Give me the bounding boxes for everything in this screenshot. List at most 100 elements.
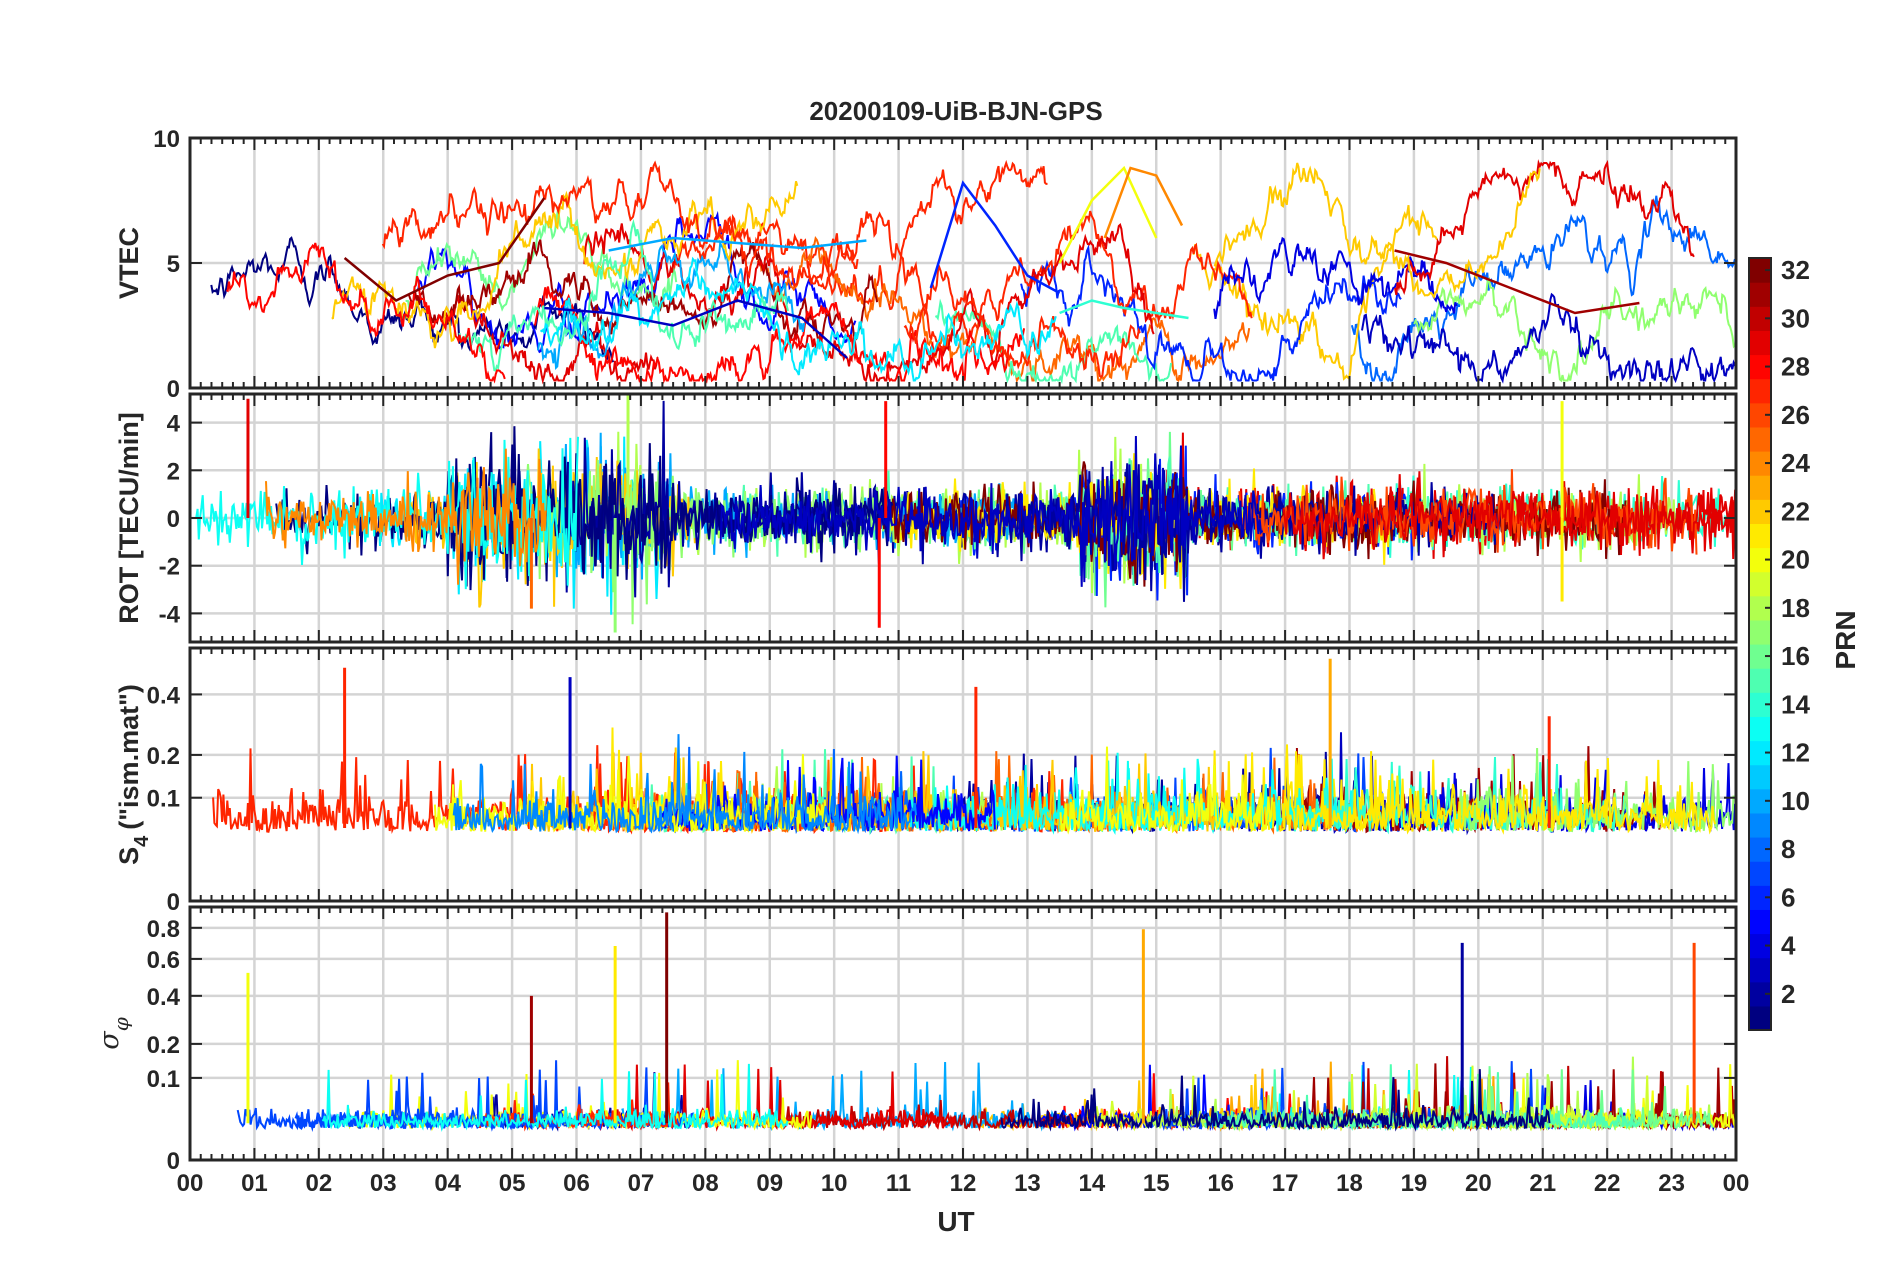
trace-line	[1394, 159, 1695, 296]
x-tick-label: 10	[821, 1170, 848, 1197]
series-line-prn-10	[608, 236, 867, 252]
axes-frame	[188, 392, 1738, 644]
colorbar-swatch	[1749, 523, 1771, 549]
series-line-prn-6	[929, 180, 1061, 295]
colorbar-frame	[1748, 257, 1772, 1031]
colorbar-swatch	[1749, 837, 1771, 862]
y-tick-label: 0.2	[147, 1032, 180, 1059]
y-tick-label: 5	[167, 251, 180, 278]
colorbar-swatch	[1749, 692, 1771, 717]
colorbar-tick-label: 28	[1781, 352, 1810, 382]
x-tick-label: 19	[1401, 1170, 1428, 1197]
x-tick-label: 00	[177, 1170, 204, 1197]
trace-line	[265, 448, 547, 585]
colorbar-swatch	[1749, 354, 1771, 380]
colorbar-tick-label: 30	[1781, 303, 1810, 333]
series-line-prn-3	[544, 299, 848, 359]
colorbar-swatch	[1749, 330, 1771, 356]
trace-line	[236, 1069, 571, 1132]
trace-line	[1059, 746, 1274, 835]
trace-line	[583, 222, 1155, 383]
x-tick-label: 14	[1078, 1170, 1105, 1197]
x-tick-label: 17	[1272, 1170, 1299, 1197]
colorbar-swatch	[1749, 1005, 1771, 1031]
trace-line	[381, 160, 859, 289]
y-tick-label: 0	[167, 506, 180, 533]
trace-line	[1361, 292, 1736, 384]
colorbar-tick-label: 18	[1781, 593, 1810, 623]
axes-frame	[188, 905, 1738, 1162]
trace-line	[1281, 757, 1717, 835]
trace-group	[210, 159, 1736, 385]
y-tick-label: -4	[159, 601, 181, 628]
trace-line	[225, 242, 506, 384]
y-tick-label: 0.1	[147, 1066, 180, 1093]
trace-line	[1213, 236, 1458, 320]
trace-line	[331, 181, 799, 349]
y-axis-label: ROT [TECU/min]	[114, 412, 144, 623]
colorbar-swatch	[1749, 885, 1771, 910]
x-axis-label: UT	[937, 1206, 974, 1237]
colorbar-swatch	[1749, 426, 1771, 452]
colorbar-swatch	[1749, 644, 1771, 669]
axes-frame	[188, 136, 1738, 390]
trace-line	[539, 256, 1057, 382]
colorbar-swatch	[1749, 788, 1771, 814]
trace-line	[1282, 474, 1736, 560]
y-tick-label: 0.8	[147, 916, 180, 943]
colorbar-swatch	[1749, 378, 1771, 404]
x-tick-label: 23	[1658, 1170, 1685, 1197]
x-tick-label: 06	[563, 1170, 590, 1197]
trace-line	[452, 734, 918, 835]
colorbar-tick-label: 32	[1781, 255, 1810, 285]
y-tick-label: 4	[167, 411, 181, 438]
colorbar-swatch	[1749, 812, 1771, 838]
trace-line	[1213, 162, 1541, 300]
colorbar-swatch	[1749, 668, 1771, 693]
colorbar-tick-label: 6	[1781, 882, 1795, 912]
trace-line	[807, 210, 1253, 353]
x-tick-label: 00	[1723, 1170, 1750, 1197]
trace-group	[212, 658, 1736, 836]
s4-panel: 0 0.1 0.2 0.4S4("ism.mat")	[114, 646, 1738, 916]
y-tick-label: 0	[167, 376, 180, 403]
colorbar-swatch	[1749, 499, 1771, 524]
trace-line	[719, 435, 1264, 587]
colorbar-tick-label: 10	[1781, 786, 1810, 816]
axes-frame	[188, 646, 1738, 903]
x-tick-label: 11	[886, 1170, 911, 1197]
series-line-prn-14	[1059, 299, 1189, 320]
colorbar-swatch	[1749, 547, 1771, 573]
y-axis-label: VTEC	[114, 227, 144, 299]
trace-line	[458, 218, 789, 372]
colorbar-swatch	[1749, 258, 1771, 283]
colorbar-tick-label: 14	[1781, 689, 1810, 719]
rot-panel: -4 -2 0 2 4 ROT [TECU/min]	[114, 392, 1738, 644]
trace-line	[1000, 1069, 1551, 1132]
colorbar-tick-label: 22	[1781, 496, 1810, 526]
colorbar-swatch	[1749, 306, 1771, 331]
x-tick-labels: 00 01 02 03 04 05 06 07 08 09 10 11 12 13 14 15 16 17 18 19…	[177, 1170, 1750, 1197]
x-tick-label: 16	[1207, 1170, 1234, 1197]
series-line-prn-32	[343, 197, 546, 302]
y-axis-label: S4("ism.mat")	[114, 684, 153, 865]
x-tick-label: 21	[1529, 1170, 1556, 1197]
x-tick-label: 07	[628, 1170, 655, 1197]
y-tick-label: 0.1	[147, 786, 180, 813]
trace-line	[903, 264, 1141, 379]
colorbar-tick-label: 16	[1781, 641, 1810, 671]
trace-line	[934, 298, 1173, 385]
colorbar-swatch	[1749, 619, 1771, 645]
colorbar-swatch	[1749, 909, 1771, 935]
trace-line	[440, 294, 659, 385]
x-tick-label: 02	[305, 1170, 332, 1197]
y-tick-label: 10	[153, 126, 180, 153]
y-tick-label: 0.4	[147, 984, 181, 1011]
x-tick-label: 22	[1594, 1170, 1621, 1197]
colorbar-swatch	[1749, 957, 1771, 983]
colorbar-swatch	[1749, 861, 1771, 886]
series-line-prn-31	[1394, 249, 1640, 315]
colorbar-tick-label: 4	[1781, 931, 1796, 961]
